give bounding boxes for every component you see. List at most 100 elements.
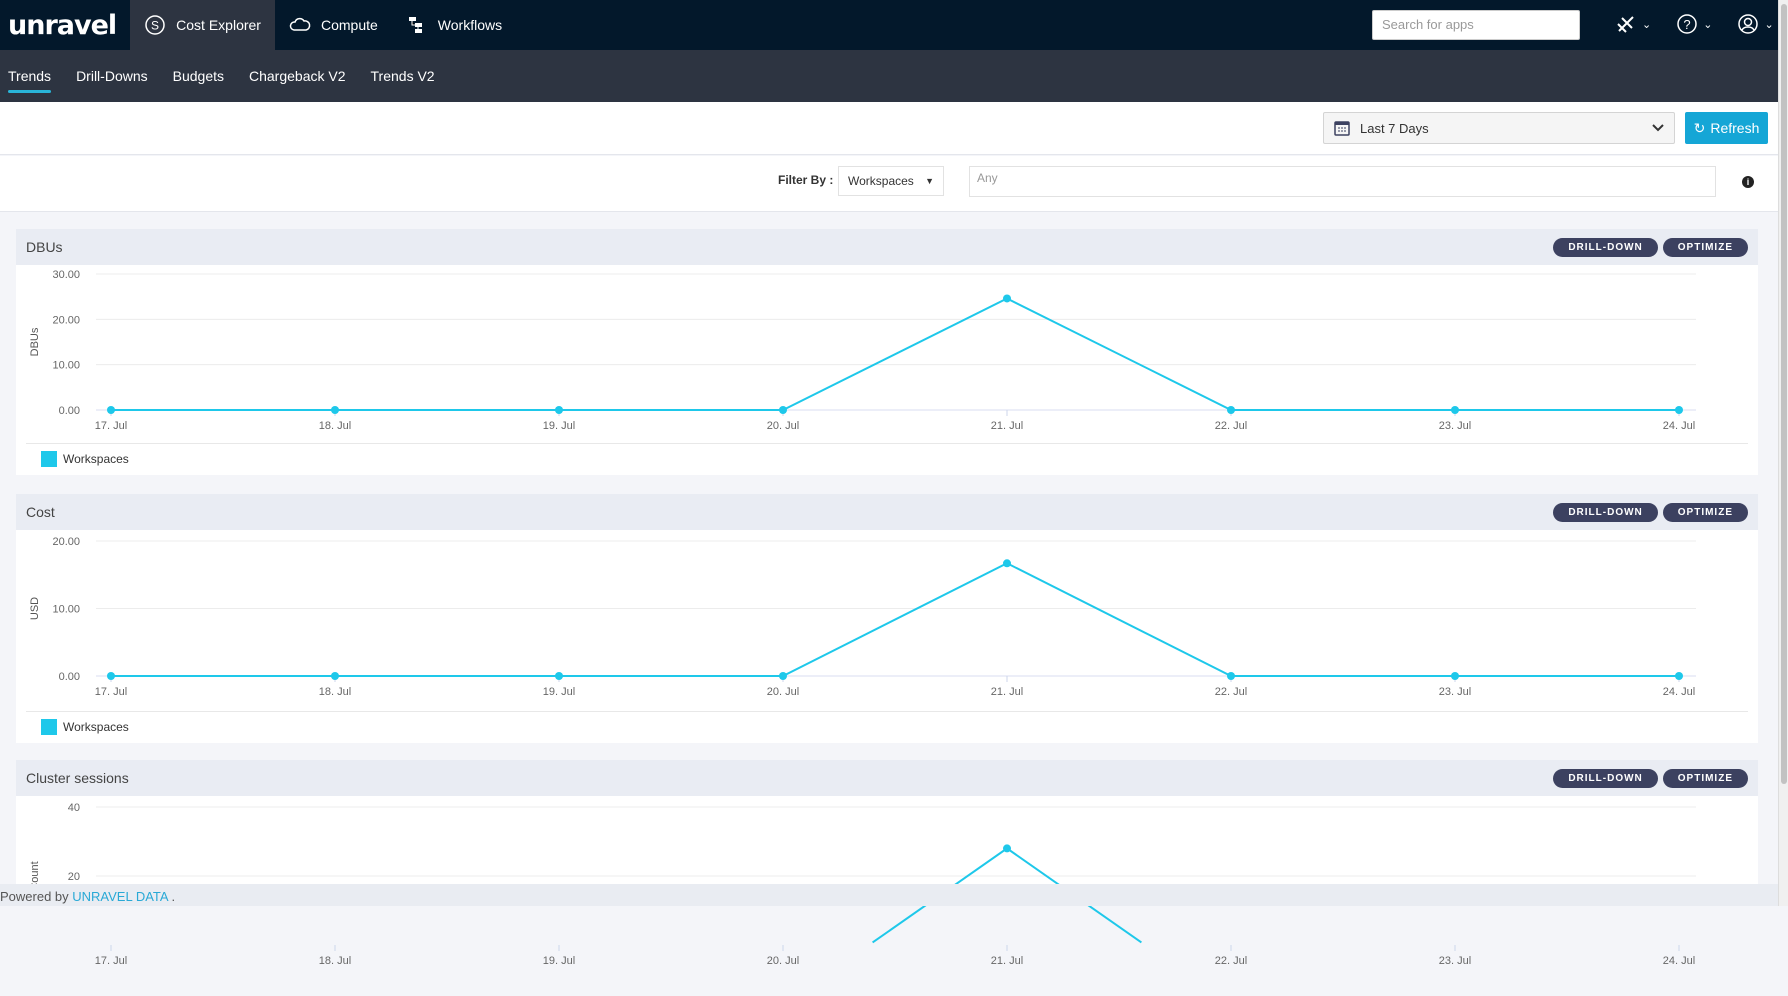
nav-label: Cost Explorer	[176, 17, 261, 33]
info-icon[interactable]: i	[1742, 176, 1754, 188]
caret-down-icon: ▼	[925, 176, 934, 186]
y-tick-label: 20.00	[52, 314, 80, 326]
search-apps-input[interactable]: Search for apps	[1372, 10, 1580, 40]
legend-item[interactable]: Workspaces	[26, 443, 1748, 473]
optimize-button[interactable]: OPTIMIZE	[1662, 502, 1748, 522]
x-tick-label: 17. Jul	[95, 955, 127, 967]
satellite-icon	[1617, 16, 1634, 33]
nav-workflows[interactable]: Workflows	[392, 0, 516, 50]
legend-swatch	[41, 718, 57, 735]
data-point	[1003, 294, 1011, 303]
data-point	[1227, 406, 1235, 414]
y-tick-label: 10.00	[52, 604, 80, 616]
y-axis-label: USD	[29, 597, 41, 620]
y-axis-label: Count	[29, 861, 41, 890]
data-point	[1003, 844, 1011, 853]
cluster-sessions-panel: Cluster sessions DRILL-DOWN OPTIMIZE 20 40…	[16, 760, 1758, 967]
x-tick-label: 20. Jul	[767, 955, 799, 967]
drill-down-button[interactable]: DRILL-DOWN	[1553, 768, 1658, 788]
tab-chargeback-v2[interactable]: Chargeback V2	[249, 68, 346, 84]
optimize-button[interactable]: OPTIMIZE	[1662, 768, 1748, 788]
tab-drill-downs[interactable]: Drill-Downs	[76, 68, 148, 84]
x-tick-label: 24. Jul	[1663, 955, 1695, 967]
legend-swatch	[41, 450, 57, 467]
x-tick-label: 19. Jul	[543, 420, 575, 432]
legend-label: Workspaces	[63, 451, 129, 466]
date-range-value: Last 7 Days	[1360, 120, 1429, 136]
user-menu[interactable]: ⌄	[1736, 12, 1774, 36]
x-tick-label: 19. Jul	[543, 955, 575, 967]
series-line	[111, 562, 1679, 677]
x-tick-label: 22. Jul	[1215, 955, 1247, 967]
satellite-menu[interactable]: ⌄	[1614, 12, 1651, 36]
footer: Powered by UNRAVEL DATA .	[0, 884, 1778, 906]
x-tick-label: 21. Jul	[991, 420, 1023, 432]
x-tick-label: 17. Jul	[95, 686, 127, 698]
y-tick-label: 40	[68, 802, 80, 814]
nav-compute[interactable]: Compute	[275, 0, 392, 50]
filter-label: Filter By :	[778, 173, 834, 187]
tab-budgets[interactable]: Budgets	[172, 68, 224, 84]
data-point	[1227, 672, 1235, 680]
refresh-button[interactable]: ↻ Refresh	[1685, 112, 1768, 144]
tab-trends-v2[interactable]: Trends V2	[370, 68, 435, 84]
legend-label: Workspaces	[63, 719, 129, 734]
x-tick-label: 22. Jul	[1215, 686, 1247, 698]
tab-trends[interactable]: Trends	[8, 50, 52, 102]
date-range-select[interactable]: Last 7 Days	[1323, 112, 1675, 144]
workflow-icon	[408, 17, 422, 33]
y-tick-label: 20	[68, 871, 80, 883]
x-tick-label: 23. Jul	[1439, 420, 1471, 432]
scrollbar[interactable]	[1778, 0, 1788, 906]
data-point	[555, 672, 563, 680]
data-point	[779, 406, 787, 414]
data-point	[1451, 406, 1459, 414]
x-tick-label: 24. Jul	[1663, 686, 1695, 698]
x-tick-label: 18. Jul	[319, 955, 351, 967]
user-icon	[1738, 14, 1759, 34]
top-nav: unravel S Cost Explorer Compute Workflow…	[0, 0, 1778, 50]
scrollbar-thumb[interactable]	[1781, 4, 1787, 784]
drill-down-button[interactable]: DRILL-DOWN	[1553, 502, 1658, 522]
legend-item[interactable]: Workspaces	[26, 711, 1748, 741]
x-tick-label: 17. Jul	[95, 420, 127, 432]
refresh-icon: ↻	[1693, 119, 1706, 136]
nav-label: Workflows	[437, 17, 503, 33]
x-tick-label: 20. Jul	[767, 686, 799, 698]
data-point	[107, 672, 115, 680]
filter-value-input[interactable]: Any	[969, 166, 1716, 197]
dbus-chart: 0.00 10.00 20.00 30.00 DBUs 17. Jul 18. Jul 19.…	[29, 269, 1696, 432]
nav-label: Compute	[320, 17, 378, 33]
chevron-down-icon	[1652, 124, 1664, 132]
refresh-label: Refresh	[1710, 120, 1760, 136]
x-tick-label: 24. Jul	[1663, 420, 1695, 432]
data-point	[331, 406, 339, 414]
y-axis-label: DBUs	[29, 327, 41, 356]
data-point	[1003, 559, 1011, 568]
x-tick-label: 20. Jul	[767, 420, 799, 432]
data-point	[331, 672, 339, 680]
dollar-circle-icon: S	[145, 15, 165, 35]
drill-down-button[interactable]: DRILL-DOWN	[1553, 237, 1658, 257]
filter-type-value: Workspaces	[848, 174, 914, 188]
svg-text:S: S	[151, 19, 159, 33]
x-tick-label: 22. Jul	[1215, 420, 1247, 432]
x-tick-label: 21. Jul	[991, 686, 1023, 698]
filter-type-select[interactable]: Workspaces ▼	[838, 166, 944, 196]
footer-text: Powered by	[0, 889, 73, 904]
panel-title: Cost	[26, 504, 55, 520]
nav-cost-explorer[interactable]: S Cost Explorer	[130, 0, 275, 50]
data-point	[779, 672, 787, 680]
data-point	[1451, 672, 1459, 680]
panel-title: Cluster sessions	[26, 770, 129, 786]
y-tick-label: 10.00	[52, 360, 80, 372]
panel-title: DBUs	[26, 239, 63, 255]
unravel-logo[interactable]: unravel	[8, 9, 117, 41]
help-menu[interactable]: ? ⌄	[1675, 12, 1712, 36]
unravel-data-link[interactable]: UNRAVEL DATA	[72, 889, 168, 904]
series-line	[111, 297, 1679, 411]
x-tick-label: 19. Jul	[543, 686, 575, 698]
footer-suffix: .	[167, 889, 176, 904]
toolbar: Last 7 Days ↻ Refresh	[0, 102, 1778, 155]
optimize-button[interactable]: OPTIMIZE	[1662, 237, 1748, 257]
